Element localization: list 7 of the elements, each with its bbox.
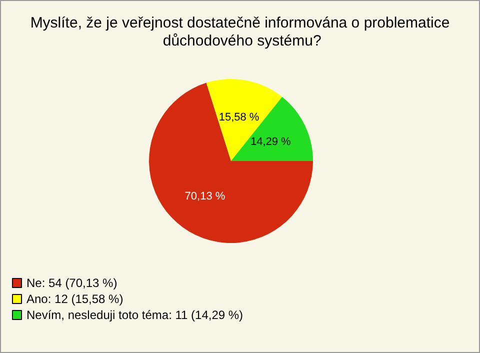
data-label: 70,13 % <box>184 190 226 202</box>
legend-label: Nevím, nesleduji toto téma: 11 (14,29 %) <box>26 308 244 322</box>
data-label: 15,58 % <box>218 112 260 124</box>
data-label: 14,29 % <box>250 136 292 148</box>
legend-label: Ano: 12 (15,58 %) <box>26 292 124 306</box>
legend-label: Ne: 54 (70,13 %) <box>26 276 118 290</box>
chart-title: Myslíte, že je veřejnost dostatečně informována o problematice důchodového systému? <box>30 14 450 50</box>
